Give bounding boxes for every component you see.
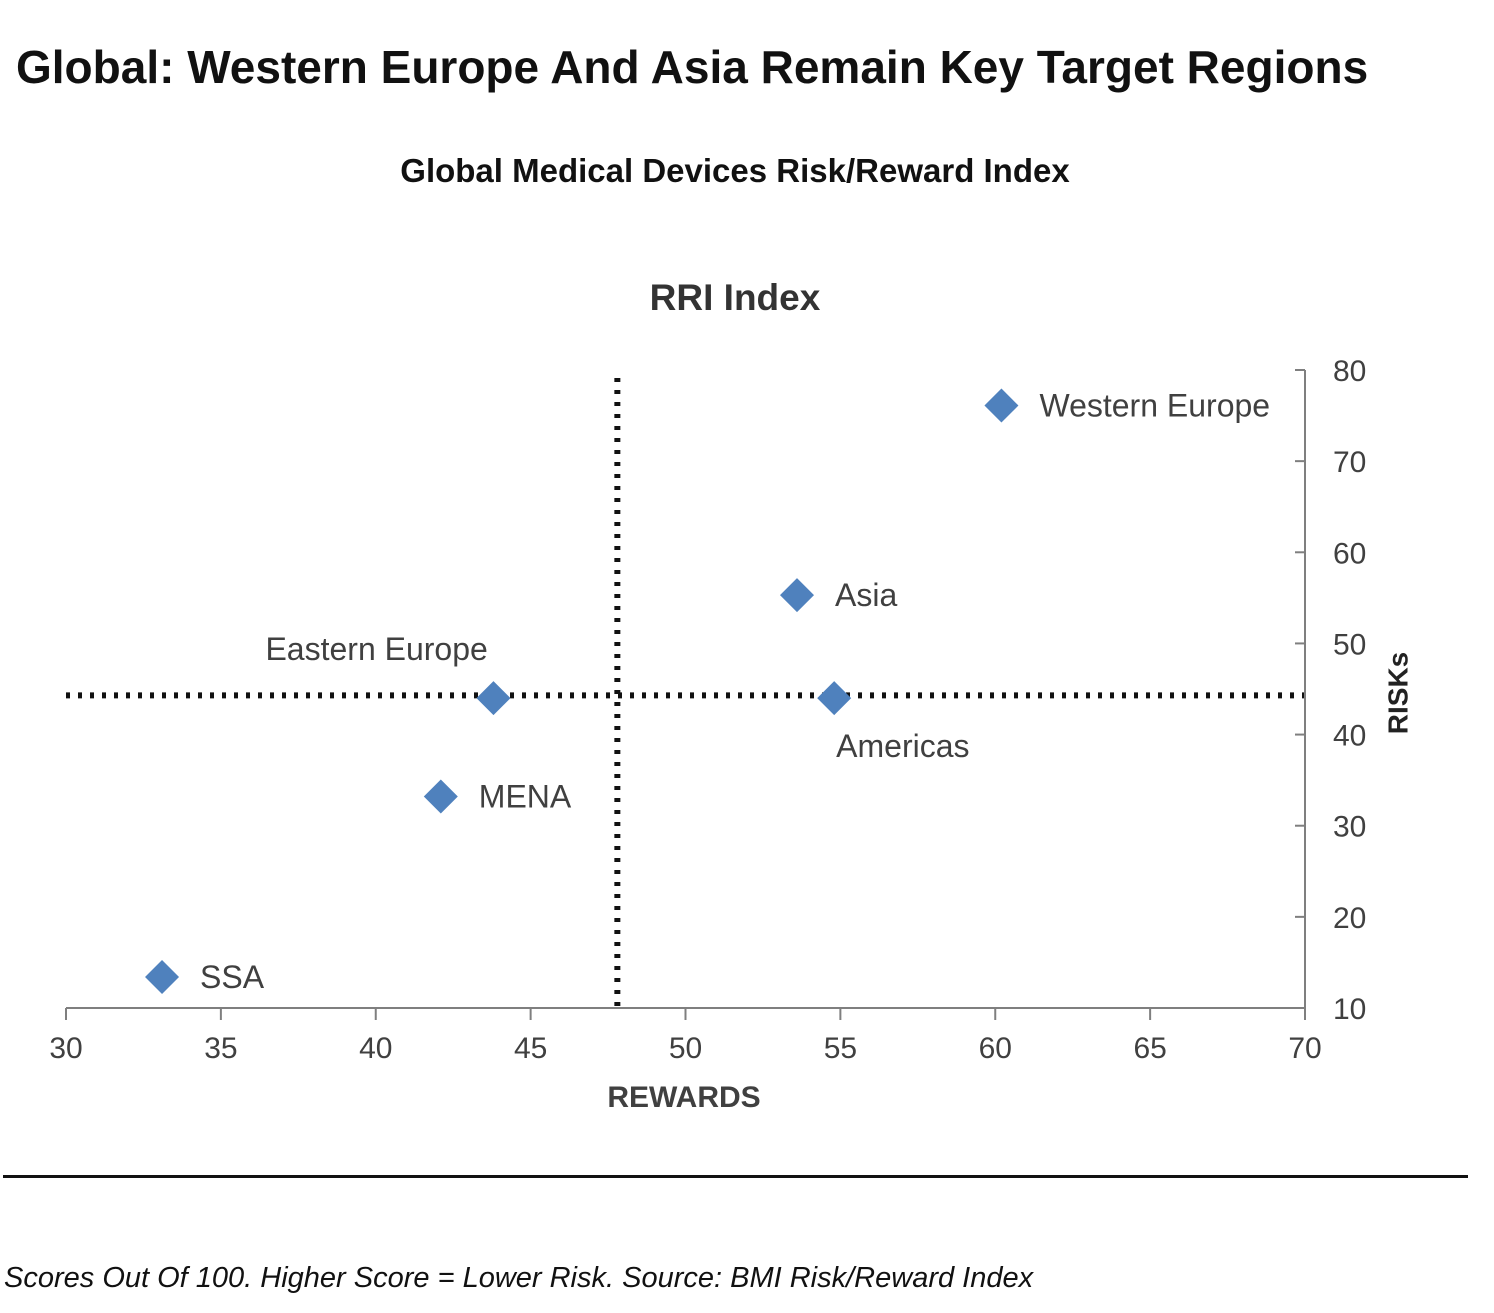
y-axis-title: RISKs <box>1382 652 1413 734</box>
chart-axes: 30 35 40 45 50 55 60 65 70 10 20 30 40 50 60 70 80 <box>49 355 1366 1065</box>
page-title: Global: Western Europe And Asia Remain K… <box>16 41 1369 93</box>
y-tick-label: 40 <box>1333 720 1366 753</box>
source-footnote: Scores Out Of 100. Higher Score = Lower … <box>4 1262 1034 1294</box>
point-label: Eastern Europe <box>265 631 487 667</box>
scatter-point <box>780 578 815 613</box>
y-tick-label: 80 <box>1333 355 1366 388</box>
reference-lines <box>66 378 1305 1008</box>
scatter-point <box>145 960 180 995</box>
chart-title: RRI Index <box>650 277 821 318</box>
y-tick-label: 70 <box>1333 446 1366 479</box>
x-tick-label: 45 <box>514 1032 547 1065</box>
y-tick-label: 30 <box>1333 811 1366 844</box>
y-tick-label: 60 <box>1333 537 1366 570</box>
scatter-point <box>984 388 1019 423</box>
x-tick-label: 35 <box>204 1032 237 1065</box>
y-tick-label: 50 <box>1333 628 1366 661</box>
point-label: SSA <box>200 959 265 995</box>
point-label: Western Europe <box>1039 388 1270 424</box>
data-points: Western Europe Asia Eastern Europe Americas… <box>145 388 1270 995</box>
point-label: MENA <box>479 779 572 815</box>
x-tick-label: 55 <box>824 1032 857 1065</box>
x-tick-label: 65 <box>1133 1032 1166 1065</box>
x-axis-title: REWARDS <box>607 1081 760 1114</box>
x-tick-label: 60 <box>979 1032 1012 1065</box>
x-tick-label: 40 <box>359 1032 392 1065</box>
scatter-point <box>476 681 511 716</box>
y-tick-label: 20 <box>1333 902 1366 935</box>
point-label: Americas <box>836 728 969 764</box>
point-label: Asia <box>835 577 897 613</box>
x-tick-label: 70 <box>1288 1032 1321 1065</box>
scatter-point <box>817 681 852 716</box>
footer-divider <box>3 1175 1468 1178</box>
y-tick-label: 10 <box>1333 993 1366 1026</box>
x-tick-label: 30 <box>49 1032 82 1065</box>
scatter-point <box>423 779 458 814</box>
x-tick-label: 50 <box>669 1032 702 1065</box>
chart-subtitle: Global Medical Devices Risk/Reward Index <box>400 152 1070 189</box>
